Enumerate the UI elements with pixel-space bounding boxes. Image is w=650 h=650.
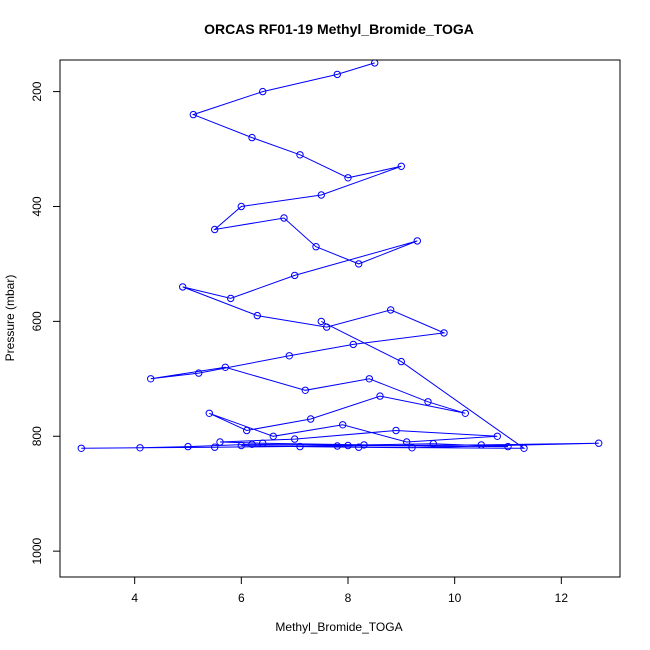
data-point (440, 329, 448, 337)
data-point (243, 426, 251, 435)
data-point (147, 375, 155, 383)
data-point (397, 162, 405, 171)
y-tick-label: 1000 (30, 537, 44, 564)
data-point (291, 271, 299, 280)
data-point (387, 306, 395, 314)
data-point (211, 443, 219, 451)
data-point (493, 432, 501, 440)
data-point (520, 444, 528, 452)
y-tick-label: 200 (30, 81, 44, 101)
x-tick-label: 10 (448, 591, 462, 605)
data-point (221, 363, 230, 371)
data-point (403, 438, 411, 446)
data-point (189, 110, 198, 119)
data-point (408, 444, 416, 452)
data-point (365, 375, 373, 383)
data-point (312, 243, 320, 251)
data-point (333, 442, 341, 450)
data-point (184, 442, 192, 451)
data-point (301, 386, 309, 394)
data-point (291, 435, 299, 443)
data-point (413, 237, 421, 245)
data-point (296, 151, 304, 159)
data-point (376, 392, 384, 400)
data-point (307, 415, 315, 423)
x-tick-label: 6 (238, 591, 245, 605)
y-tick-label: 800 (30, 426, 44, 446)
data-point (216, 438, 224, 446)
x-tick-label: 8 (345, 591, 352, 605)
data-point (227, 294, 235, 303)
data-point (259, 439, 267, 447)
chart-title: ORCAS RF01-19 Methyl_Bromide_TOGA (204, 21, 474, 37)
x-axis-label: Methyl_Bromide_TOGA (275, 620, 402, 634)
data-point (392, 426, 400, 435)
data-point (317, 317, 325, 326)
data-point (248, 133, 256, 142)
data-point (269, 432, 277, 440)
x-axis: 4 6 8 10 12 (131, 577, 568, 605)
y-axis: 200 400 600 800 1000 (30, 81, 60, 565)
data-point (280, 214, 288, 222)
y-tick-label: 600 (30, 311, 44, 331)
data-point (285, 352, 293, 360)
data-point (355, 443, 363, 451)
data-point (344, 174, 352, 182)
data-point (211, 225, 219, 234)
data-point (296, 442, 304, 451)
series-group (77, 60, 603, 452)
data-point (237, 202, 246, 211)
data-point (179, 283, 187, 291)
data-point (237, 441, 246, 450)
data-point (339, 421, 347, 429)
data-marks (77, 60, 603, 452)
data-point (77, 444, 86, 452)
data-point (461, 409, 469, 417)
data-point (477, 441, 485, 449)
data-point (323, 323, 331, 331)
data-point (397, 357, 405, 366)
data-point (248, 440, 256, 448)
x-tick-label: 4 (131, 591, 138, 605)
data-point (504, 442, 512, 451)
data-point (317, 191, 325, 199)
data-point (253, 311, 261, 320)
y-axis-label: Pressure (mbar) (3, 275, 17, 362)
data-point (429, 440, 437, 448)
data-point (259, 87, 267, 96)
data-point (195, 369, 203, 377)
x-tick-label: 12 (555, 591, 569, 605)
data-point (424, 398, 432, 406)
series-line (81, 62, 599, 449)
data-point (349, 340, 357, 349)
y-tick-label: 400 (30, 196, 44, 216)
data-point (595, 439, 603, 447)
data-point (355, 260, 363, 268)
data-point (344, 441, 352, 450)
data-point (371, 60, 379, 67)
plot-frame (59, 59, 621, 578)
data-point (136, 444, 144, 452)
data-point (205, 409, 214, 417)
data-point (333, 70, 341, 79)
